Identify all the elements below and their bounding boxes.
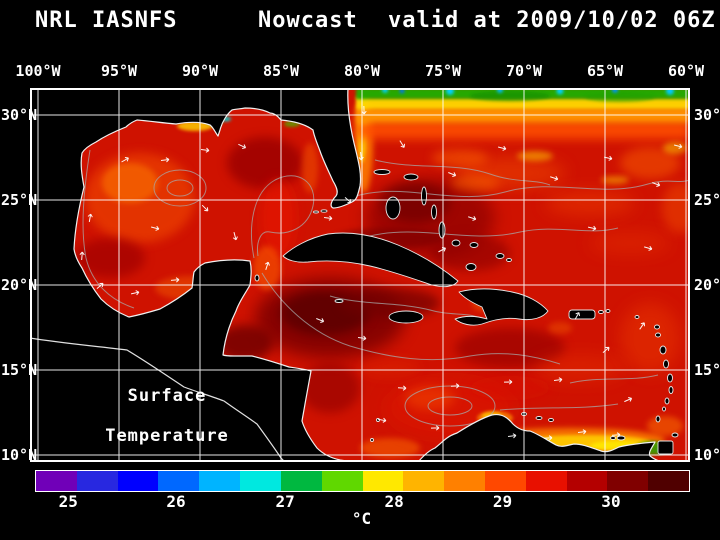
lon-label: 75°W [425,62,461,80]
lon-label: 100°W [15,62,60,80]
lat-label: 10°N [1,446,37,464]
colorbar-segment [403,471,444,491]
lon-label: 80°W [344,62,380,80]
colorbar-segment [526,471,567,491]
colorbar-segment [444,471,485,491]
lat-label: 15°N [694,361,720,379]
colorbar-segment [118,471,159,491]
valid-time-label: valid at 2009/10/02 06Z [388,8,716,33]
jamaica-island [389,311,423,323]
lon-label: 65°W [587,62,623,80]
colorbar-segment [567,471,608,491]
puerto-rico-island [569,310,595,319]
colorbar-segment [485,471,526,491]
lat-label: 20°N [694,276,720,294]
colorbar-segment [281,471,322,491]
lat-label: 10°N [694,446,720,464]
lon-label: 60°W [668,62,704,80]
lon-label: 70°W [506,62,542,80]
lon-label: 95°W [101,62,137,80]
lat-label: 25°N [694,191,720,209]
colorbar-unit-label: °C [35,509,688,528]
colorbar-segment [77,471,118,491]
colorbar-segment [36,471,77,491]
colorbar-segment [240,471,281,491]
lat-label: 15°N [1,361,37,379]
colorbar-segments [36,471,689,491]
lon-label: 85°W [263,62,299,80]
colorbar [35,470,690,492]
trinidad-island [658,441,673,454]
variable-label-line2: Temperature [105,426,229,446]
lon-label: 90°W [182,62,218,80]
sst-map: 100°W 95°W 90°W 85°W 80°W 75°W 70°W 65°W… [30,88,690,462]
variable-label-line1: Surface [128,386,207,406]
lat-label: 25°N [1,191,37,209]
colorbar-segment [607,471,648,491]
colorbar-ticks: 252627282930 [35,492,688,509]
colorbar-segment [648,471,689,491]
model-name: NRL IASNFS [35,8,177,33]
colorbar-segment [363,471,404,491]
lat-label: 20°N [1,276,37,294]
lat-label: 30°N [1,106,37,124]
colorbar-segment [199,471,240,491]
lat-label: 30°N [694,106,720,124]
colorbar-segment [158,471,199,491]
product-name: Nowcast [258,8,358,33]
sst-nowcast-screen: NRL IASNFS Nowcast valid at 2009/10/02 0… [0,0,720,540]
colorbar-segment [322,471,363,491]
